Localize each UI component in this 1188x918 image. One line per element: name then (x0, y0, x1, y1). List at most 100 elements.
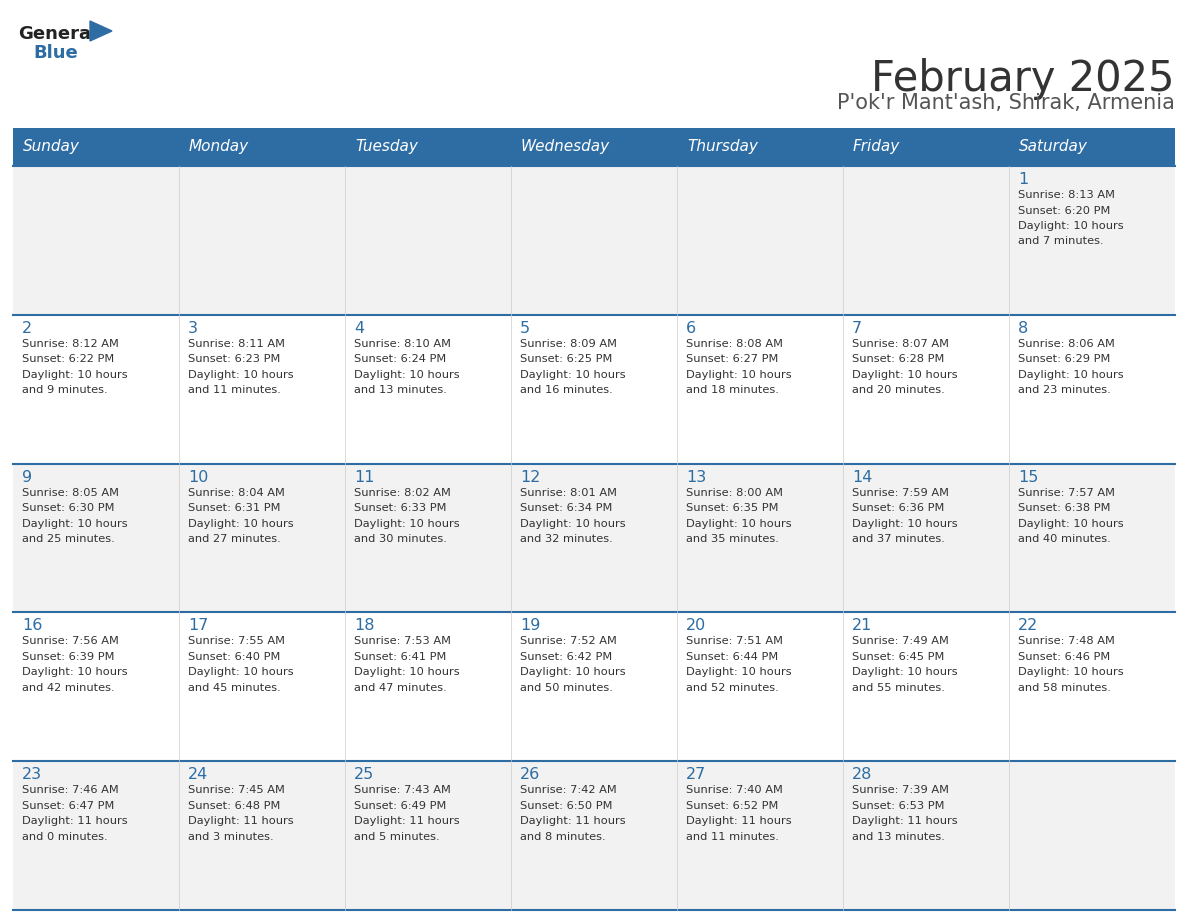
Text: and 52 minutes.: and 52 minutes. (685, 683, 779, 693)
Text: and 27 minutes.: and 27 minutes. (188, 534, 280, 544)
FancyBboxPatch shape (1009, 315, 1175, 464)
Text: Sunrise: 8:01 AM: Sunrise: 8:01 AM (520, 487, 617, 498)
Text: 9: 9 (23, 470, 32, 485)
Text: Sunrise: 8:11 AM: Sunrise: 8:11 AM (188, 339, 285, 349)
Text: Sunset: 6:30 PM: Sunset: 6:30 PM (23, 503, 114, 513)
Text: Sunrise: 8:06 AM: Sunrise: 8:06 AM (1018, 339, 1114, 349)
Text: Sunrise: 8:07 AM: Sunrise: 8:07 AM (852, 339, 949, 349)
FancyBboxPatch shape (345, 464, 511, 612)
Text: Thursday: Thursday (687, 140, 758, 154)
Text: Sunday: Sunday (23, 140, 80, 154)
FancyBboxPatch shape (511, 315, 677, 464)
FancyBboxPatch shape (1009, 761, 1175, 910)
Text: Sunset: 6:39 PM: Sunset: 6:39 PM (23, 652, 114, 662)
FancyBboxPatch shape (1009, 612, 1175, 761)
FancyBboxPatch shape (677, 315, 843, 464)
FancyBboxPatch shape (179, 166, 345, 315)
Text: Monday: Monday (189, 140, 249, 154)
Text: 16: 16 (23, 619, 43, 633)
Text: Sunrise: 8:04 AM: Sunrise: 8:04 AM (188, 487, 285, 498)
Text: Sunset: 6:31 PM: Sunset: 6:31 PM (188, 503, 280, 513)
Text: and 8 minutes.: and 8 minutes. (520, 832, 606, 842)
Text: and 58 minutes.: and 58 minutes. (1018, 683, 1111, 693)
Text: Sunrise: 7:40 AM: Sunrise: 7:40 AM (685, 785, 783, 795)
Text: Saturday: Saturday (1019, 140, 1088, 154)
FancyBboxPatch shape (345, 315, 511, 464)
Text: 13: 13 (685, 470, 706, 485)
Text: and 3 minutes.: and 3 minutes. (188, 832, 273, 842)
FancyBboxPatch shape (1009, 166, 1175, 315)
Text: Sunrise: 8:10 AM: Sunrise: 8:10 AM (354, 339, 451, 349)
Text: 26: 26 (520, 767, 541, 782)
Text: Sunrise: 8:13 AM: Sunrise: 8:13 AM (1018, 190, 1116, 200)
FancyBboxPatch shape (677, 612, 843, 761)
Text: Daylight: 10 hours: Daylight: 10 hours (354, 667, 460, 677)
Text: Sunset: 6:47 PM: Sunset: 6:47 PM (23, 800, 114, 811)
Text: Sunset: 6:20 PM: Sunset: 6:20 PM (1018, 206, 1111, 216)
Text: 12: 12 (520, 470, 541, 485)
Text: and 32 minutes.: and 32 minutes. (520, 534, 613, 544)
Text: 22: 22 (1018, 619, 1038, 633)
FancyBboxPatch shape (13, 612, 179, 761)
Text: 14: 14 (852, 470, 872, 485)
Text: Sunset: 6:25 PM: Sunset: 6:25 PM (520, 354, 612, 364)
Text: Daylight: 10 hours: Daylight: 10 hours (1018, 370, 1124, 380)
Text: and 42 minutes.: and 42 minutes. (23, 683, 114, 693)
Text: Sunset: 6:33 PM: Sunset: 6:33 PM (354, 503, 447, 513)
Text: Daylight: 10 hours: Daylight: 10 hours (23, 667, 127, 677)
Text: Sunset: 6:34 PM: Sunset: 6:34 PM (520, 503, 612, 513)
FancyBboxPatch shape (13, 464, 179, 612)
Text: Daylight: 11 hours: Daylight: 11 hours (685, 816, 791, 826)
Text: Sunset: 6:40 PM: Sunset: 6:40 PM (188, 652, 280, 662)
Text: Daylight: 10 hours: Daylight: 10 hours (852, 370, 958, 380)
Text: Daylight: 10 hours: Daylight: 10 hours (23, 370, 127, 380)
Text: Sunset: 6:35 PM: Sunset: 6:35 PM (685, 503, 778, 513)
Text: Daylight: 10 hours: Daylight: 10 hours (354, 370, 460, 380)
Text: Daylight: 10 hours: Daylight: 10 hours (520, 370, 626, 380)
Text: Sunset: 6:45 PM: Sunset: 6:45 PM (852, 652, 944, 662)
Polygon shape (90, 21, 112, 41)
Text: 25: 25 (354, 767, 374, 782)
Text: February 2025: February 2025 (872, 58, 1175, 100)
FancyBboxPatch shape (677, 761, 843, 910)
FancyBboxPatch shape (345, 612, 511, 761)
Text: Sunset: 6:23 PM: Sunset: 6:23 PM (188, 354, 280, 364)
Text: Sunrise: 7:39 AM: Sunrise: 7:39 AM (852, 785, 949, 795)
Text: Sunset: 6:52 PM: Sunset: 6:52 PM (685, 800, 778, 811)
Text: Friday: Friday (853, 140, 901, 154)
Text: Sunrise: 7:42 AM: Sunrise: 7:42 AM (520, 785, 617, 795)
Text: Daylight: 11 hours: Daylight: 11 hours (188, 816, 293, 826)
Text: P'ok'r Mant'ash, Shirak, Armenia: P'ok'r Mant'ash, Shirak, Armenia (838, 93, 1175, 113)
Text: Daylight: 10 hours: Daylight: 10 hours (1018, 667, 1124, 677)
FancyBboxPatch shape (13, 128, 1175, 166)
Text: Daylight: 10 hours: Daylight: 10 hours (188, 519, 293, 529)
Text: and 0 minutes.: and 0 minutes. (23, 832, 108, 842)
Text: 23: 23 (23, 767, 42, 782)
Text: and 13 minutes.: and 13 minutes. (852, 832, 944, 842)
FancyBboxPatch shape (843, 761, 1009, 910)
Text: Daylight: 10 hours: Daylight: 10 hours (188, 370, 293, 380)
Text: and 47 minutes.: and 47 minutes. (354, 683, 447, 693)
FancyBboxPatch shape (511, 464, 677, 612)
Text: Sunrise: 7:48 AM: Sunrise: 7:48 AM (1018, 636, 1114, 646)
Text: Sunrise: 8:02 AM: Sunrise: 8:02 AM (354, 487, 451, 498)
Text: Daylight: 11 hours: Daylight: 11 hours (852, 816, 958, 826)
Text: and 9 minutes.: and 9 minutes. (23, 386, 108, 396)
Text: Daylight: 10 hours: Daylight: 10 hours (520, 519, 626, 529)
Text: 2: 2 (23, 320, 32, 336)
Text: 6: 6 (685, 320, 696, 336)
Text: and 25 minutes.: and 25 minutes. (23, 534, 115, 544)
Text: 8: 8 (1018, 320, 1029, 336)
Text: Sunset: 6:46 PM: Sunset: 6:46 PM (1018, 652, 1111, 662)
Text: Daylight: 11 hours: Daylight: 11 hours (354, 816, 460, 826)
Text: Sunrise: 7:43 AM: Sunrise: 7:43 AM (354, 785, 451, 795)
Text: 7: 7 (852, 320, 862, 336)
Text: and 23 minutes.: and 23 minutes. (1018, 386, 1111, 396)
Text: Sunset: 6:49 PM: Sunset: 6:49 PM (354, 800, 447, 811)
Text: Daylight: 11 hours: Daylight: 11 hours (23, 816, 127, 826)
Text: Sunset: 6:22 PM: Sunset: 6:22 PM (23, 354, 114, 364)
FancyBboxPatch shape (179, 761, 345, 910)
Text: Sunrise: 7:57 AM: Sunrise: 7:57 AM (1018, 487, 1116, 498)
Text: Daylight: 10 hours: Daylight: 10 hours (852, 519, 958, 529)
Text: and 5 minutes.: and 5 minutes. (354, 832, 440, 842)
